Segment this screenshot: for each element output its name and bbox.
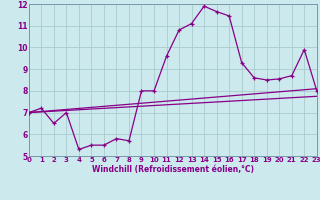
X-axis label: Windchill (Refroidissement éolien,°C): Windchill (Refroidissement éolien,°C) xyxy=(92,165,254,174)
